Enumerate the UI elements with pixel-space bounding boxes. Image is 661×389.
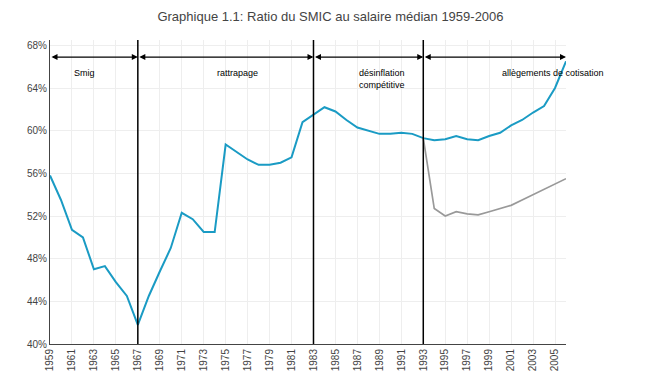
svg-text:Graphique 1.1: Ratio du SMIC a: Graphique 1.1: Ratio du SMIC au salaire … xyxy=(157,9,503,24)
svg-text:2001: 2001 xyxy=(505,349,516,372)
svg-text:1967: 1967 xyxy=(132,349,143,372)
svg-text:48%: 48% xyxy=(27,253,47,264)
svg-text:1977: 1977 xyxy=(242,349,253,372)
svg-text:52%: 52% xyxy=(27,211,47,222)
svg-text:40%: 40% xyxy=(27,339,47,350)
svg-text:64%: 64% xyxy=(27,83,47,94)
svg-text:Smig: Smig xyxy=(74,68,95,78)
svg-text:1991: 1991 xyxy=(396,349,407,372)
svg-text:56%: 56% xyxy=(27,168,47,179)
svg-text:1975: 1975 xyxy=(220,349,231,372)
svg-text:1993: 1993 xyxy=(418,349,429,372)
svg-text:1971: 1971 xyxy=(176,349,187,372)
svg-text:1961: 1961 xyxy=(66,349,77,372)
svg-text:1981: 1981 xyxy=(286,349,297,372)
svg-text:1965: 1965 xyxy=(110,349,121,372)
svg-text:1985: 1985 xyxy=(330,349,341,372)
svg-text:60%: 60% xyxy=(27,125,47,136)
svg-text:rattrapage: rattrapage xyxy=(217,68,258,78)
svg-text:1959: 1959 xyxy=(44,349,55,372)
svg-text:1979: 1979 xyxy=(264,349,275,372)
svg-text:1963: 1963 xyxy=(88,349,99,372)
svg-text:allègements de cotisation: allègements de cotisation xyxy=(502,68,604,78)
svg-text:44%: 44% xyxy=(27,296,47,307)
svg-text:désinflationcompétitive: désinflationcompétitive xyxy=(359,68,405,90)
svg-text:1983: 1983 xyxy=(308,349,319,372)
svg-text:2003: 2003 xyxy=(527,349,538,372)
svg-text:1989: 1989 xyxy=(374,349,385,372)
svg-text:1995: 1995 xyxy=(439,349,450,372)
svg-text:1969: 1969 xyxy=(154,349,165,372)
svg-text:68%: 68% xyxy=(27,40,47,51)
svg-text:2005: 2005 xyxy=(549,349,560,372)
svg-text:1997: 1997 xyxy=(461,349,472,372)
svg-text:1999: 1999 xyxy=(483,349,494,372)
svg-text:1987: 1987 xyxy=(352,349,363,372)
svg-text:1973: 1973 xyxy=(198,349,209,372)
